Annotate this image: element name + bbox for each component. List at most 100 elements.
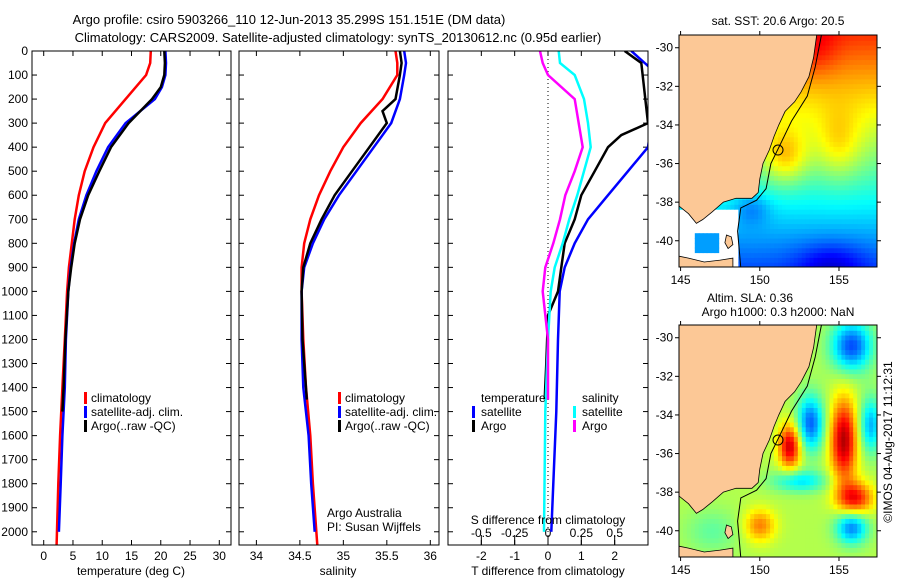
sla-map-cell [853, 364, 858, 370]
sla-map-cell [833, 392, 838, 399]
sla-map-cell [766, 460, 771, 466]
sst-map-cell [785, 151, 791, 157]
sst-map-cell [797, 156, 803, 162]
sst-map-cell [845, 262, 850, 267]
sla-map-cell [825, 470, 831, 476]
sla-map-cell [813, 532, 819, 539]
sst-map-cell [845, 160, 850, 167]
sla-map-cell [718, 518, 724, 524]
sla-map-cell [845, 484, 850, 490]
sla-map-cell [805, 407, 811, 413]
sst-map-cell [845, 156, 850, 162]
sst-map-cell [849, 151, 854, 157]
sla-map-cell [853, 407, 858, 413]
sla-map-cell [825, 494, 831, 500]
sla-map-cell [833, 523, 838, 529]
sst-map-cell [801, 151, 807, 157]
sla-map-cell [805, 465, 811, 471]
sst-map-cell [829, 93, 835, 99]
sla-map-cell [829, 378, 835, 384]
sst-map-cell [805, 175, 811, 181]
sst-map-cell [801, 88, 807, 94]
sst-map-cell [774, 233, 779, 239]
sla-map-cell [706, 508, 712, 515]
sst-map-cell [770, 160, 775, 167]
sst-map-cell [782, 223, 787, 229]
sla-map-cell [774, 508, 779, 515]
sla-map-cell [797, 475, 803, 481]
sst-map-cell [742, 213, 747, 220]
sla-map-cell [845, 397, 850, 404]
sla-map-cell [821, 465, 827, 471]
sla-map-cell [849, 436, 854, 442]
sst-map-cell [845, 233, 850, 239]
sla-map-cell [805, 499, 811, 505]
sst-map-cell [789, 223, 795, 229]
sst-map-cell [853, 102, 858, 109]
sst-map-cell [833, 69, 838, 75]
sla-map-cell [718, 528, 724, 534]
sla-map-cell [785, 528, 791, 534]
sla-map-cell [770, 479, 775, 486]
sla-map-cell [857, 417, 862, 423]
sst-map-cell [809, 199, 815, 205]
sst-map-cell [841, 54, 846, 61]
sst-map-cell [837, 54, 842, 61]
sst-map-cell [750, 213, 755, 220]
sst-map-cell [857, 98, 862, 104]
sla-map-cell [833, 532, 838, 539]
sst-map-cell [805, 93, 811, 99]
sla-map-cell [845, 475, 850, 481]
sst-map-cell [821, 233, 827, 239]
sla-map-cell [778, 426, 783, 433]
sst-map-cell [821, 59, 827, 65]
sst-map-cell [801, 189, 807, 196]
sla-map-cell [833, 513, 838, 519]
sst-map-cell [801, 93, 807, 99]
sla-map-cell [853, 349, 858, 355]
sla-map-cell [869, 523, 874, 529]
sla-map-cell [770, 484, 775, 490]
sla-map-cell [829, 441, 835, 447]
sla-map-cell [849, 513, 854, 519]
sla-map-cell [809, 528, 815, 534]
sla-map-cell [793, 489, 799, 495]
sla-map-cell [817, 339, 823, 346]
sla-map-cell [813, 354, 819, 360]
sla-map-cell [694, 523, 700, 529]
sla-map-cell [865, 325, 870, 331]
sst-map-cell [845, 88, 850, 94]
sst-map-cell [829, 127, 835, 133]
sla-map-cell [801, 450, 807, 457]
sst-map-cell [833, 218, 838, 225]
sla-map-cell [841, 494, 846, 500]
sst-map-cell [758, 209, 763, 215]
sst-map-cell [829, 156, 835, 162]
sla-map-cell [821, 518, 827, 524]
sst-map-cell [762, 233, 767, 239]
sla-map-cell [797, 479, 803, 486]
sst-map-cell [714, 233, 720, 239]
sst-map-cell [861, 213, 866, 220]
sst-map-cell [861, 233, 866, 239]
sst-map-cell [809, 151, 815, 157]
sst-map-cell [809, 83, 815, 89]
sla-map-cell [770, 470, 775, 476]
sla-map-cell [849, 383, 854, 389]
sla-map-cell [683, 499, 688, 505]
sst-map-cell [825, 170, 831, 176]
sst-map-cell [770, 228, 775, 234]
sla-map-cell [841, 532, 846, 539]
sst-map-cell [845, 151, 850, 157]
legend-swatch [338, 392, 341, 404]
sst-map-cell [865, 247, 870, 254]
sst-map-cell [845, 98, 850, 104]
sla-map-cell [793, 475, 799, 481]
sla-map-cell [865, 503, 870, 510]
sst-map-cell [849, 238, 854, 244]
sst-map-cell [873, 59, 877, 65]
sla-map-cell [825, 475, 831, 481]
sla-map-cell [778, 455, 783, 462]
sla-map-cell [770, 494, 775, 500]
sst-map-cell [861, 131, 866, 138]
